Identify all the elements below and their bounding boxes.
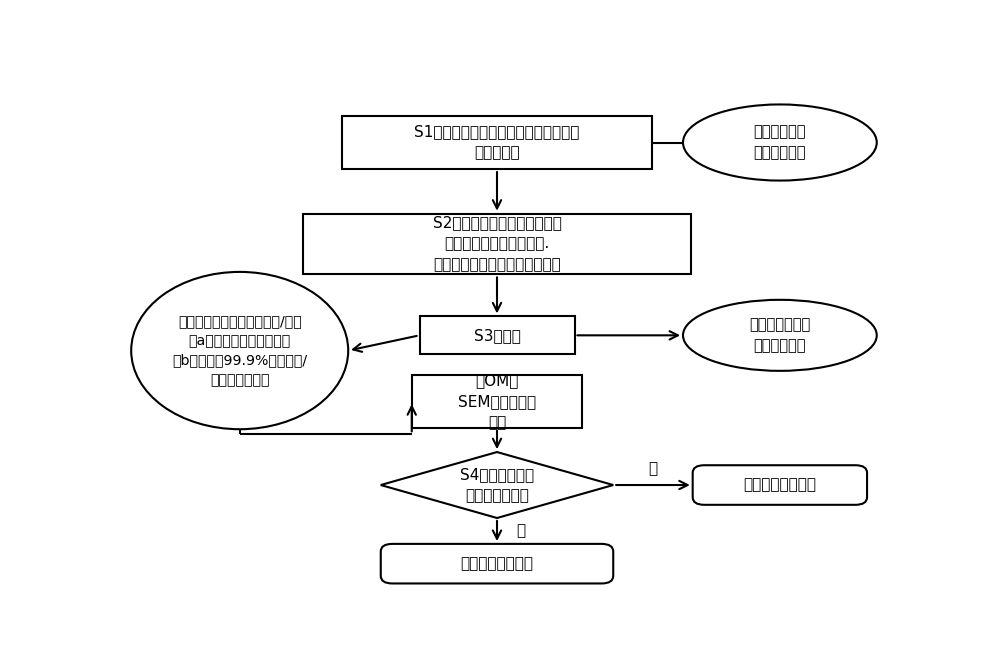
Text: 否: 否 xyxy=(516,523,526,538)
FancyBboxPatch shape xyxy=(412,375,582,428)
Text: 抛光布选用加厘
毛料的海军呢: 抛光布选用加厘 毛料的海军呢 xyxy=(749,318,810,353)
Text: S1：将焊接件切割成尺寸合适的样品，
并进行镸嵌: S1：将焊接件切割成尺寸合适的样品， 并进行镸嵌 xyxy=(414,125,580,161)
Text: 是: 是 xyxy=(648,461,658,476)
Text: 配置两种相同克数的抛光膏/粉：
（a）金相水溢性研磨膏；
（b）纯度为99.9%工业酒精/
氧化铝抛光粉。: 配置两种相同克数的抛光膏/粉： （a）金相水溢性研磨膏； （b）纯度为99.9%… xyxy=(172,314,307,387)
Text: S4：焊接接头显
微组织是否相同: S4：焊接接头显 微组织是否相同 xyxy=(460,467,534,503)
Ellipse shape xyxy=(683,300,877,371)
FancyBboxPatch shape xyxy=(381,544,613,583)
FancyBboxPatch shape xyxy=(303,214,691,274)
Ellipse shape xyxy=(131,272,348,429)
Text: S3：抛光: S3：抛光 xyxy=(474,328,520,343)
Ellipse shape xyxy=(683,105,877,181)
Text: 同种材料的焊接件: 同种材料的焊接件 xyxy=(743,478,816,492)
FancyBboxPatch shape xyxy=(420,316,574,355)
Text: S2：对样品进行粗磨和精磨，
严格要求在每一步清洗时.
不能用水，只能用吹风机和酒精: S2：对样品进行粗磨和精磨， 严格要求在每一步清洗时. 不能用水，只能用吹风机和… xyxy=(433,215,561,272)
FancyBboxPatch shape xyxy=(342,116,652,169)
Text: 在OM或
SEM下观察试样
表面: 在OM或 SEM下观察试样 表面 xyxy=(458,373,536,430)
Polygon shape xyxy=(381,452,613,518)
Text: 异种材料的焊接件: 异种材料的焊接件 xyxy=(460,556,534,571)
FancyBboxPatch shape xyxy=(693,465,867,505)
Text: 保留焊接接头
核心的垂直面: 保留焊接接头 核心的垂直面 xyxy=(754,125,806,161)
